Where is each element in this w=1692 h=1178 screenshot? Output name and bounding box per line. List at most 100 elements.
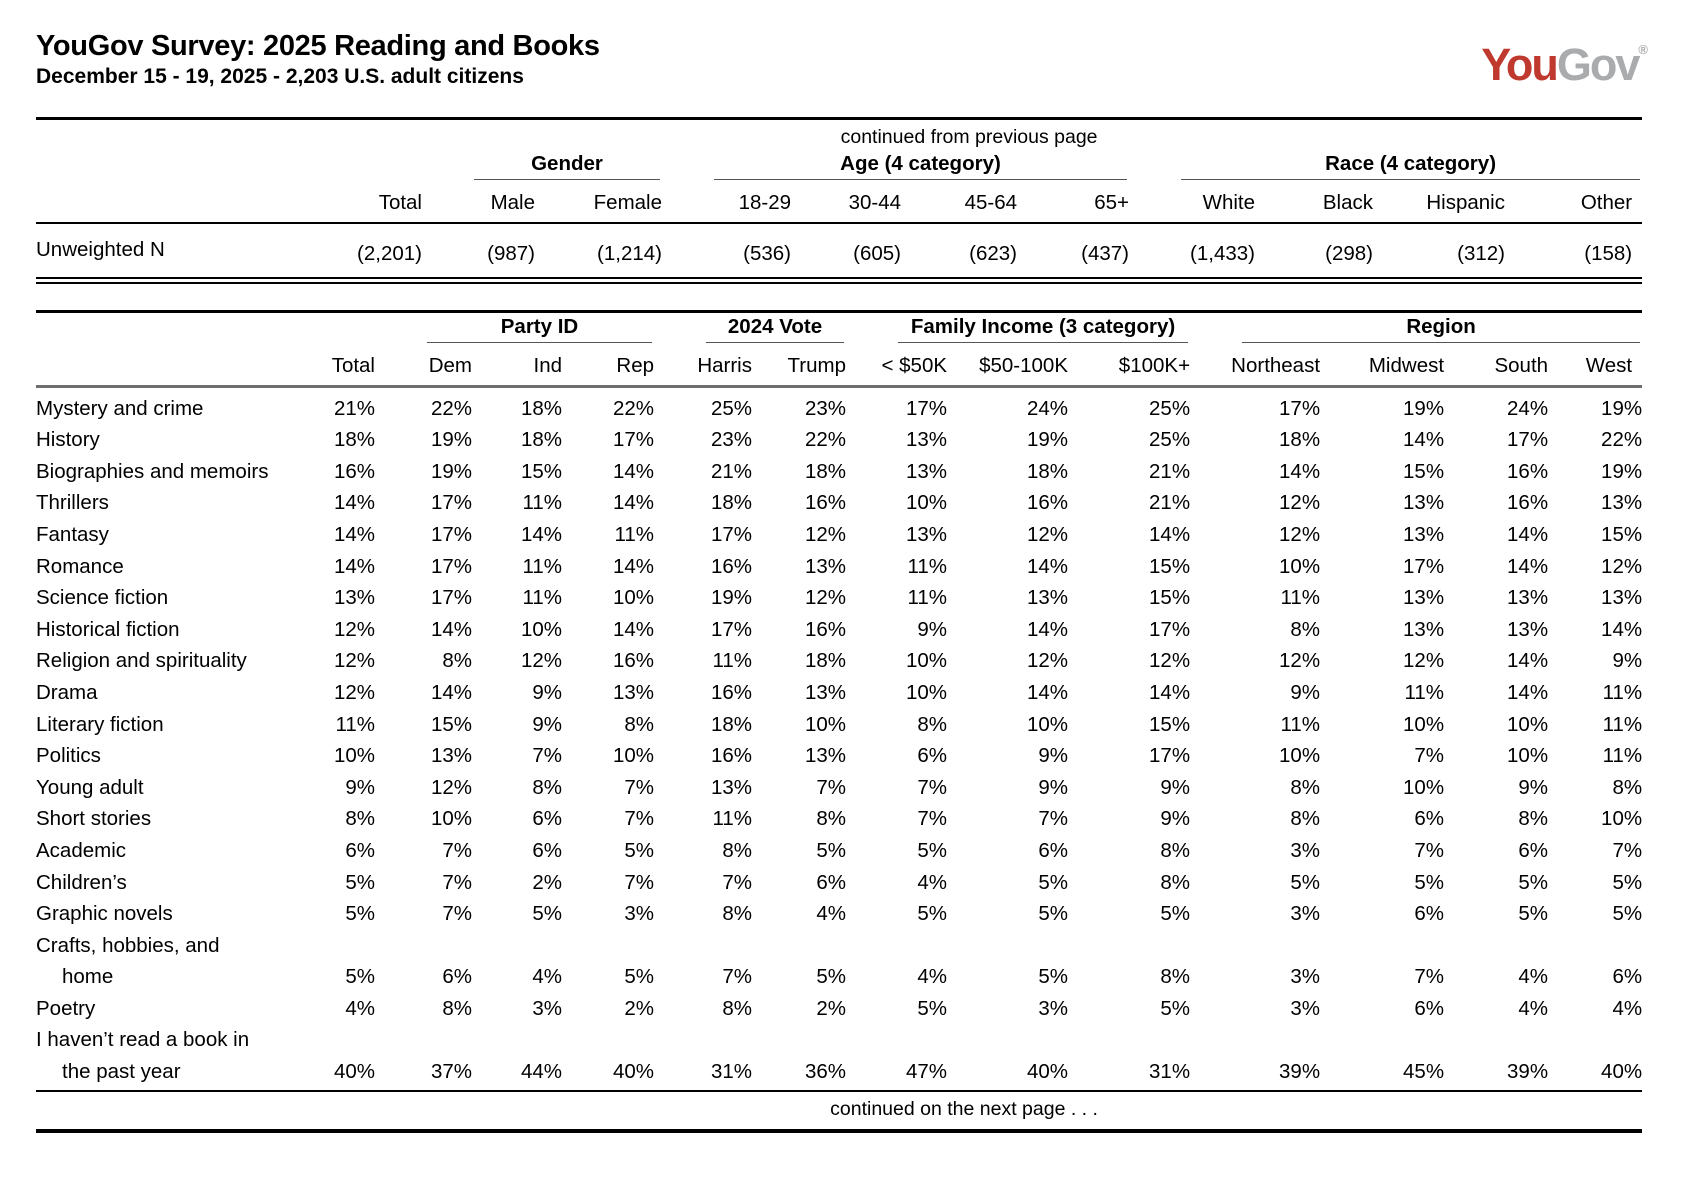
data-cell: 17% [430, 554, 472, 578]
data-cell: 47% [846, 1024, 948, 1092]
data-cell: 15% [1403, 459, 1445, 483]
data-cell: 16% [1026, 491, 1069, 515]
data-cell: 16% [1507, 491, 1549, 515]
data-cell: (536) [662, 223, 791, 284]
data-cell: 5% [1038, 902, 1069, 926]
data-cell: 45% [1320, 1024, 1445, 1092]
data-cell: (298) [1255, 223, 1373, 284]
data-cell: 17% [612, 428, 654, 452]
data-cell: (158) [1505, 223, 1643, 284]
data-cell: 14% [1507, 522, 1549, 546]
data-cell: 14% [333, 554, 375, 578]
data-cell: 4% [1612, 996, 1643, 1020]
data-cell: 3% [1290, 965, 1321, 989]
data-cell: 11% [907, 554, 948, 578]
group-header-label: Gender [531, 152, 603, 175]
data-cell: 18% [520, 396, 562, 420]
row-label: History [36, 424, 286, 456]
data-cell: 11% [1280, 586, 1321, 610]
data-cell: 9% [917, 617, 948, 641]
data-cell: 40% [286, 1024, 375, 1092]
group-header-spacer [36, 150, 422, 180]
data-cell: 5% [345, 965, 375, 989]
row-label-line: Drama [36, 680, 98, 704]
table-row: History 18% 19% 18% 17% 23% 22% 13% 19% 25% 18% 14%… [36, 424, 1642, 456]
data-cell: 7% [722, 965, 752, 989]
data-cell: 3% [1290, 902, 1321, 926]
group-header: Region [1190, 311, 1642, 343]
column-header: Midwest [1320, 342, 1445, 388]
data-cell: 31% [654, 1024, 752, 1092]
table-row: Science fiction 13% 17% 11% 10% 19% 12% 11% 13% 1… [36, 582, 1642, 614]
group-header: Age (4 category) [662, 150, 1129, 180]
table-row: Short stories 8% 10% 6% 7% 11% 8% 7% 7% 9% 8% 6% 8% 1… [36, 803, 1642, 835]
column-header: < $50K [846, 342, 948, 388]
data-cell: 12% [1601, 554, 1643, 578]
data-cell: 18% [1026, 459, 1069, 483]
group-header: Party ID [375, 311, 654, 343]
data-cell: 14% [1279, 459, 1321, 483]
group-header: Family Income (3 category) [846, 311, 1190, 343]
row-label-line: Science fiction [36, 586, 169, 610]
row-label: Religion and spirituality [36, 645, 286, 677]
row-label-line: Romance [36, 554, 124, 578]
data-cell: 40% [562, 1024, 654, 1092]
data-cell: 12% [1279, 491, 1321, 515]
row-label: Poetry [36, 993, 286, 1025]
row-label-column-header [36, 180, 296, 224]
continued-next-page-note: continued on the next page . . . [286, 1090, 1643, 1133]
registered-trademark-icon: ® [1638, 42, 1648, 57]
data-cell: 9% [1518, 775, 1549, 799]
data-cell: 8% [345, 807, 375, 831]
column-header: Male [422, 180, 535, 224]
row-label-line: home [62, 965, 114, 989]
data-cell: 11% [712, 807, 752, 831]
data-cell: 4% [917, 965, 948, 989]
data-cell: 11% [1602, 712, 1643, 736]
data-cell: 5% [1518, 870, 1549, 894]
data-cell: 17% [710, 522, 752, 546]
data-cell: 14% [612, 491, 654, 515]
data-cell: 15% [430, 712, 472, 736]
data-cell: 16% [1507, 459, 1549, 483]
data-cell: 3% [1290, 838, 1321, 862]
data-cell: 5% [1290, 870, 1321, 894]
row-label-line: Thrillers [36, 491, 109, 515]
data-cell: 14% [612, 459, 654, 483]
row-label: Historical fiction [36, 614, 286, 646]
column-header: West [1548, 342, 1643, 388]
data-cell: 11% [522, 586, 562, 610]
data-cell: 8% [1612, 775, 1643, 799]
data-cell: 37% [375, 1024, 472, 1092]
data-cell: 9% [1160, 807, 1191, 831]
data-cell: 4% [532, 965, 562, 989]
data-cell: 19% [710, 586, 752, 610]
data-cell: 17% [430, 586, 472, 610]
row-label: I haven’t read a book in the past year [36, 1024, 286, 1092]
data-cell: 14% [333, 522, 375, 546]
data-cell: 7% [917, 807, 948, 831]
data-cell: 11% [1602, 680, 1643, 704]
group-header-label: Race (4 category) [1325, 152, 1497, 175]
data-cell: 7% [532, 744, 562, 768]
data-cell: 7% [624, 807, 654, 831]
page-header: YouGov Survey: 2025 Reading and Books De… [36, 30, 1648, 89]
data-cell: 10% [1601, 807, 1643, 831]
data-cell: 17% [1403, 554, 1445, 578]
data-cell: 16% [612, 649, 654, 673]
row-label-line: Poetry [36, 996, 96, 1020]
data-cell: 4% [345, 996, 375, 1020]
data-cell: 17% [905, 396, 948, 420]
data-cell: 10% [1026, 712, 1069, 736]
data-cell: 14% [1149, 522, 1191, 546]
data-cell: 12% [520, 649, 562, 673]
data-cell: 25% [1149, 428, 1191, 452]
data-cell: 11% [614, 522, 654, 546]
data-cell: 10% [1279, 744, 1321, 768]
data-cell: 12% [333, 680, 375, 704]
data-cell: 8% [722, 902, 752, 926]
data-cell: 14% [612, 554, 654, 578]
data-cell: 13% [333, 586, 375, 610]
data-cell: 23% [804, 396, 847, 420]
data-cell: 13% [804, 554, 847, 578]
